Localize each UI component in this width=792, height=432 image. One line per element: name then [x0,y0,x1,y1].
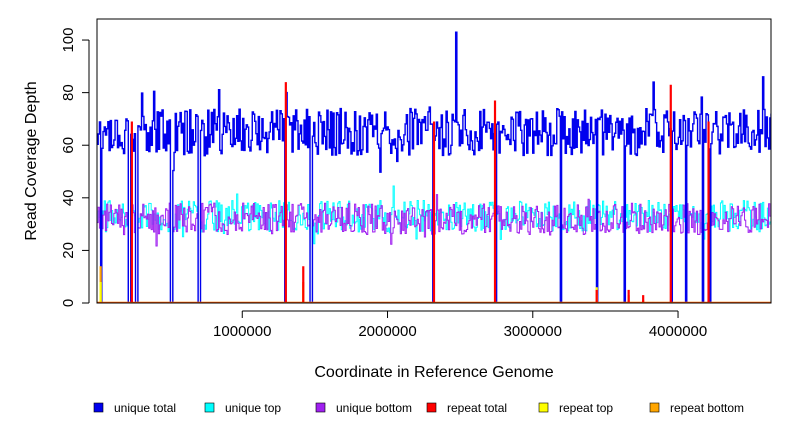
y-tick-label: 40 [60,189,77,206]
legend-item-unique-bottom: unique bottom [315,401,412,415]
series-unique-bottom-line [97,194,771,303]
y-axis: 0 20 40 60 80 100 [60,28,90,307]
series-layer [97,31,771,303]
x-axis: 1000000 2000000 3000000 4000000 [213,310,707,340]
y-tick-label: 60 [60,137,77,154]
y-axis-title: Read Coverage Depth [23,81,40,240]
legend-label-unique-top: unique top [225,401,281,415]
legend-item-repeat-top: repeat top [538,401,613,415]
legend-label-unique-bottom: unique bottom [336,401,412,415]
series-repeat-top-line [97,281,771,303]
legend-swatch-repeat-total [426,402,437,413]
legend-item-unique-top: unique top [204,401,281,415]
y-tick-label: 100 [60,28,77,53]
legend-label-repeat-bottom: repeat bottom [670,401,744,415]
legend-swatch-unique-bottom [315,402,326,413]
legend-label-unique-total: unique total [114,401,176,415]
legend-label-repeat-top: repeat top [559,401,613,415]
plot-frame [96,18,772,304]
legend-item-repeat-total: repeat total [426,401,507,415]
legend-swatch-repeat-bottom [649,402,660,413]
x-tick-label: 2000000 [358,323,416,340]
x-tick-label: 1000000 [213,323,271,340]
series-unique-total-line [97,31,771,303]
series-repeat-total-line [97,82,771,303]
legend-label-repeat-total: repeat total [447,401,507,415]
legend-item-repeat-bottom: repeat bottom [649,401,744,415]
y-tick-label: 0 [60,299,77,307]
legend-swatch-repeat-top [538,402,549,413]
y-tick-label: 20 [60,242,77,259]
x-tick-label: 3000000 [504,323,562,340]
y-tick-label: 80 [60,84,77,101]
x-axis-title: Coordinate in Reference Genome [314,364,553,381]
legend-item-unique-total: unique total [93,401,176,415]
x-tick-label: 4000000 [649,323,707,340]
legend-swatch-unique-total [93,402,104,413]
legend: unique total unique top unique bottom repea… [93,401,744,415]
legend-swatch-unique-top [204,402,215,413]
